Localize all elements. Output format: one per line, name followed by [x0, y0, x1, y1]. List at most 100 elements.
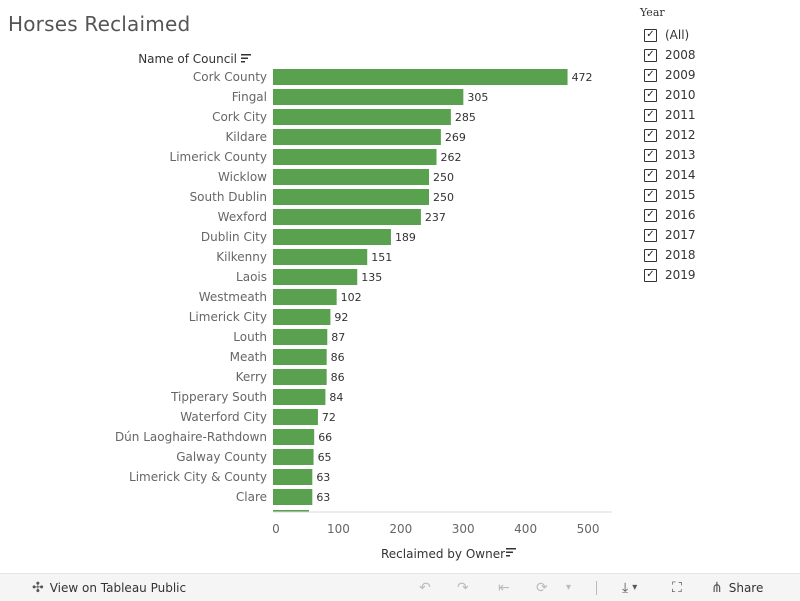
- bar[interactable]: [273, 469, 313, 485]
- checkbox[interactable]: ✓: [644, 208, 657, 222]
- checkbox[interactable]: ✓: [644, 188, 657, 202]
- data-label: 305: [467, 91, 488, 104]
- filter-item-label: 2017: [665, 228, 696, 242]
- filter-item[interactable]: ✓ 2013: [640, 145, 790, 165]
- checkbox[interactable]: ✓: [644, 268, 657, 282]
- bar[interactable]: [273, 289, 337, 305]
- bar[interactable]: [273, 89, 464, 105]
- sort-icon[interactable]: [506, 548, 516, 557]
- data-label: 66: [318, 431, 332, 444]
- bar[interactable]: [273, 149, 437, 165]
- bar[interactable]: [273, 249, 368, 265]
- category-label: Limerick County: [170, 150, 267, 164]
- download-button[interactable]: ⤓ ▾: [622, 574, 637, 601]
- bar[interactable]: [273, 169, 430, 185]
- tick-label: 400: [514, 522, 537, 536]
- revert-button[interactable]: ⇤: [498, 574, 510, 601]
- filter-item[interactable]: ✓ 2018: [640, 245, 790, 265]
- bar[interactable]: [273, 69, 568, 85]
- data-label: 250: [433, 171, 454, 184]
- checkbox[interactable]: ✓: [644, 48, 657, 62]
- view-on-tableau-link[interactable]: ✣ View on Tableau Public: [32, 574, 186, 601]
- filter-item[interactable]: ✓ 2019: [640, 265, 790, 285]
- fullscreen-icon: ⛶: [672, 579, 682, 596]
- filter-item[interactable]: ✓ 2012: [640, 125, 790, 145]
- category-label: South Dublin: [190, 190, 267, 204]
- data-label: 86: [331, 371, 345, 384]
- refresh-icon: ⟳: [536, 579, 548, 596]
- bar[interactable]: [273, 209, 421, 225]
- redo-button[interactable]: ↷: [457, 574, 469, 601]
- data-label: 65: [318, 451, 332, 464]
- refresh-button[interactable]: ⟳: [536, 574, 548, 601]
- data-label: 63: [316, 471, 330, 484]
- tableau-icon: ✣: [32, 579, 44, 596]
- category-label: Kilkenny: [216, 250, 267, 264]
- filter-item-label: 2014: [665, 168, 696, 182]
- tick-label: 500: [577, 522, 600, 536]
- share-icon: ⋔: [711, 579, 723, 596]
- filter-item[interactable]: ✓ 2008: [640, 45, 790, 65]
- share-label: Share: [728, 580, 764, 595]
- bar-clipped[interactable]: [273, 510, 309, 512]
- filter-title: Year: [640, 6, 665, 19]
- sort-icon[interactable]: [241, 54, 251, 63]
- bar[interactable]: [273, 329, 328, 345]
- data-label: 472: [572, 71, 593, 84]
- bar[interactable]: [273, 369, 327, 385]
- filter-item[interactable]: ✓ (All): [640, 25, 790, 45]
- filter-item[interactable]: ✓ 2014: [640, 165, 790, 185]
- share-button[interactable]: ⋔ Share: [711, 574, 763, 601]
- category-label: Limerick City: [189, 310, 267, 324]
- checkbox[interactable]: ✓: [644, 88, 657, 102]
- filter-item[interactable]: ✓ 2009: [640, 65, 790, 85]
- year-filter: Year ✓ (All) ✓ 2008 ✓ 2009 ✓ 2010 ✓ 2011 ✓ 2012 ✓ 201…: [640, 6, 790, 285]
- category-label: Meath: [230, 350, 267, 364]
- filter-item-label: 2019: [665, 268, 696, 282]
- checkbox[interactable]: ✓: [644, 148, 657, 162]
- bar[interactable]: [273, 129, 441, 145]
- bar[interactable]: [273, 309, 331, 325]
- filter-item[interactable]: ✓ 2011: [640, 105, 790, 125]
- refresh-menu-button[interactable]: ▾: [566, 574, 571, 601]
- revert-icon: ⇤: [498, 579, 510, 596]
- fullscreen-button[interactable]: ⛶: [672, 574, 682, 601]
- data-label: 92: [334, 311, 348, 324]
- bar[interactable]: [273, 429, 315, 445]
- download-icon: ⤓: [622, 579, 629, 596]
- filter-item[interactable]: ✓ 2017: [640, 225, 790, 245]
- data-label: 237: [425, 211, 446, 224]
- bar[interactable]: [273, 269, 358, 285]
- category-label: Kerry: [236, 370, 267, 384]
- category-label: Tipperary South: [170, 390, 267, 404]
- category-label: Galway County: [176, 450, 267, 464]
- checkbox[interactable]: ✓: [644, 228, 657, 242]
- bar[interactable]: [273, 409, 318, 425]
- data-label: 151: [371, 251, 392, 264]
- filter-item-label: 2016: [665, 208, 696, 222]
- filter-item-label: (All): [665, 28, 690, 42]
- filter-item[interactable]: ✓ 2016: [640, 205, 790, 225]
- filter-item[interactable]: ✓ 2010: [640, 85, 790, 105]
- undo-icon: ↶: [419, 579, 431, 596]
- filter-item-label: 2018: [665, 248, 696, 262]
- checkbox[interactable]: ✓: [644, 28, 657, 42]
- page-title: Horses Reclaimed: [8, 12, 191, 36]
- bar[interactable]: [273, 449, 314, 465]
- bar[interactable]: [273, 489, 313, 505]
- bar[interactable]: [273, 229, 391, 245]
- bar[interactable]: [273, 189, 430, 205]
- bar[interactable]: [273, 389, 326, 405]
- bar[interactable]: [273, 109, 451, 125]
- filter-item[interactable]: ✓ 2015: [640, 185, 790, 205]
- category-label: Waterford City: [180, 410, 267, 424]
- checkbox[interactable]: ✓: [644, 108, 657, 122]
- checkbox[interactable]: ✓: [644, 248, 657, 262]
- data-label: 269: [445, 131, 466, 144]
- checkbox[interactable]: ✓: [644, 68, 657, 82]
- checkbox[interactable]: ✓: [644, 128, 657, 142]
- bar[interactable]: [273, 349, 327, 365]
- checkbox[interactable]: ✓: [644, 168, 657, 182]
- data-label: 285: [455, 111, 476, 124]
- undo-button[interactable]: ↶: [419, 574, 431, 601]
